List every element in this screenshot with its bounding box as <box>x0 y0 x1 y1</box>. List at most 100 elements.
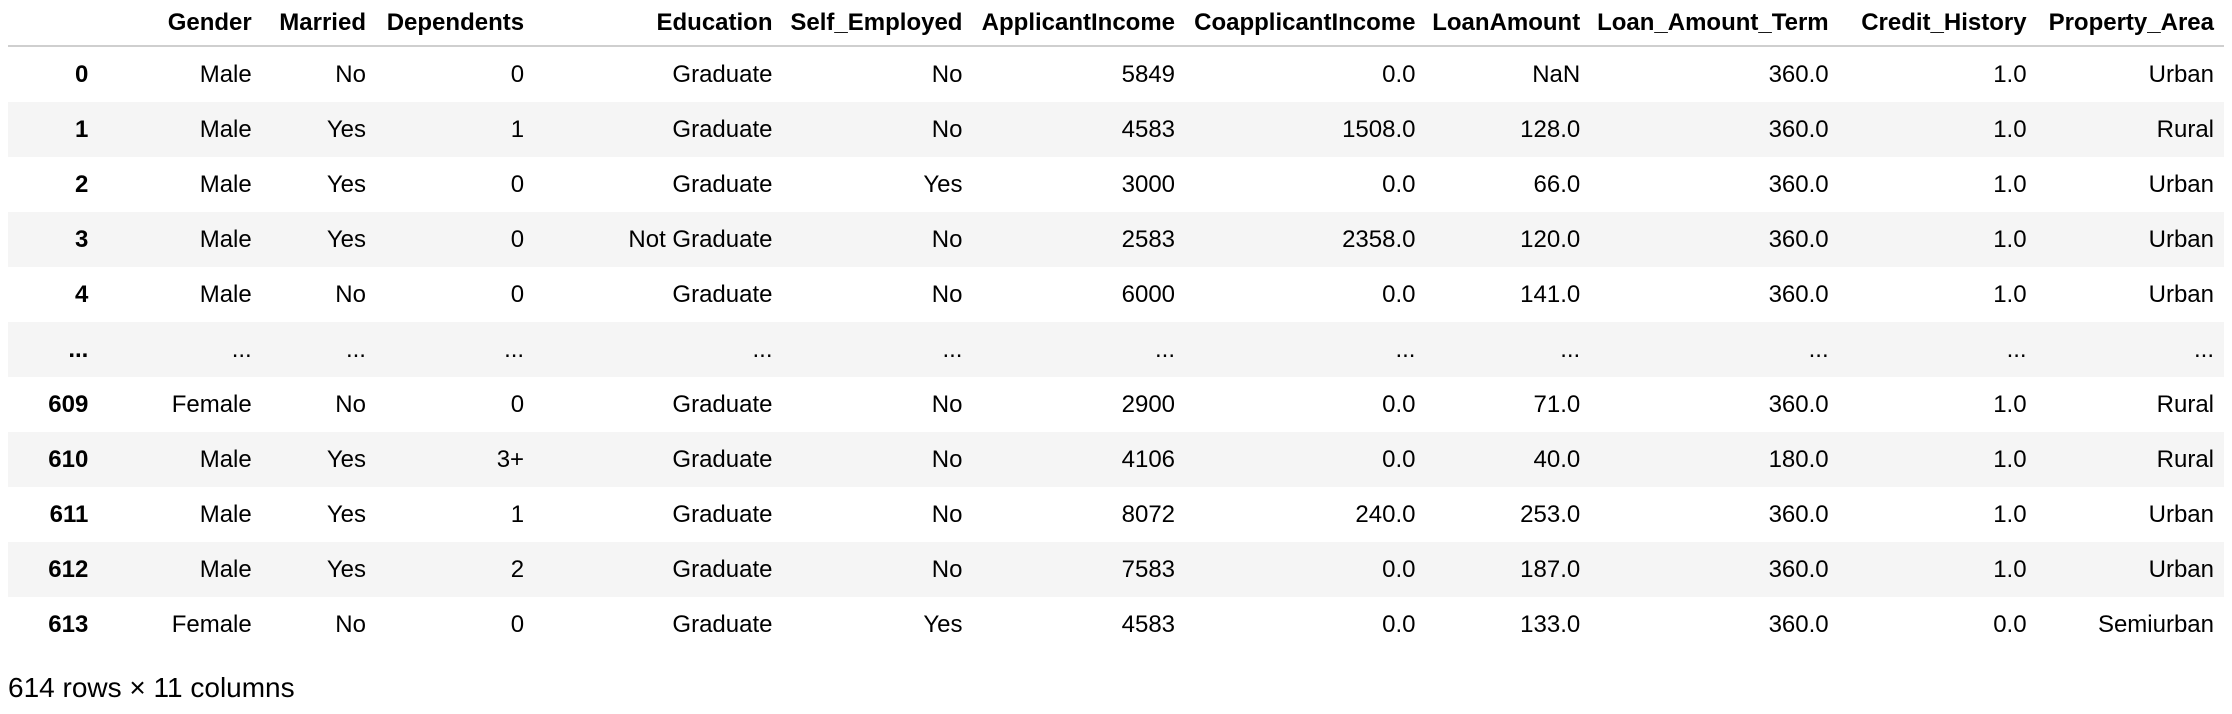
table-cell: No <box>931 225 963 253</box>
table-cell: 71.0 <box>1533 390 1581 418</box>
table-cell: Yes <box>326 500 366 528</box>
table-cell: Yes <box>326 555 366 583</box>
table-row: .................................... <box>8 322 2224 377</box>
column-header-loan-amount-term: Loan_Amount_Term <box>1590 0 1839 47</box>
column-header-gender: Gender <box>98 0 262 47</box>
table-cell: 0 <box>510 225 525 253</box>
table-cell: Male <box>199 170 252 198</box>
table-cell: 0 <box>510 610 525 638</box>
table-cell: Yes <box>326 445 366 473</box>
column-header-property-area: Property_Area <box>2036 0 2224 47</box>
row-index: 1 <box>74 115 89 143</box>
table-cell: ... <box>345 335 366 363</box>
table-cell: No <box>931 555 963 583</box>
table-cell: ... <box>1808 335 1829 363</box>
table-cell: Graduate <box>672 445 773 473</box>
table-cell: 0.0 <box>1382 390 1416 418</box>
table-cell: 1.0 <box>1993 280 2027 308</box>
table-cell: 180.0 <box>1768 445 1829 473</box>
table-cell: 0 <box>510 60 525 88</box>
table-cell: 1508.0 <box>1342 115 1416 143</box>
dataframe-table: Gender Married Dependents Education Self_Emp… <box>8 0 2224 652</box>
table-cell: 0 <box>510 390 525 418</box>
table-row: 3 Male Yes 0 Not Graduate No 2583 2358.0 120.0 36… <box>8 212 2224 267</box>
table-cell: Male <box>199 445 252 473</box>
table-cell: 1.0 <box>1993 555 2027 583</box>
table-cell: 0.0 <box>1382 445 1416 473</box>
table-cell: Semiurban <box>2097 610 2214 638</box>
table-cell: 120.0 <box>1520 225 1581 253</box>
column-header-credit-history: Credit_History <box>1838 0 2037 47</box>
table-cell: Rural <box>2156 445 2214 473</box>
table-cell: No <box>931 500 963 528</box>
table-cell: 141.0 <box>1520 280 1581 308</box>
table-row: 1 Male Yes 1 Graduate No 4583 1508.0 128.0 360.0 1… <box>8 102 2224 157</box>
table-cell: 1.0 <box>1993 225 2027 253</box>
table-cell: 8072 <box>1121 500 1176 528</box>
table-cell: 66.0 <box>1533 170 1581 198</box>
table-cell: No <box>931 115 963 143</box>
table-cell: Graduate <box>672 500 773 528</box>
column-header-dependents: Dependents <box>375 0 535 47</box>
table-cell: 133.0 <box>1520 610 1581 638</box>
row-index: ... <box>68 335 89 363</box>
table-cell: 360.0 <box>1768 280 1829 308</box>
table-cell: ... <box>1560 335 1581 363</box>
table-cell: 4106 <box>1121 445 1176 473</box>
table-cell: 2358.0 <box>1342 225 1416 253</box>
table-cell: 187.0 <box>1520 555 1581 583</box>
table-cell: 6000 <box>1121 280 1176 308</box>
table-cell: Male <box>199 280 252 308</box>
table-cell: Male <box>199 115 252 143</box>
table-cell: 1.0 <box>1993 115 2027 143</box>
table-cell: Rural <box>2156 390 2214 418</box>
table-cell: 4583 <box>1121 115 1176 143</box>
table-cell: Not Graduate <box>628 225 773 253</box>
row-index: 613 <box>48 610 89 638</box>
table-cell: 1 <box>510 115 525 143</box>
table-cell: No <box>931 280 963 308</box>
table-cell: ... <box>231 335 252 363</box>
table-cell: 360.0 <box>1768 60 1829 88</box>
table-cell: 360.0 <box>1768 500 1829 528</box>
table-cell: Urban <box>2148 170 2214 198</box>
column-header-loanamount: LoanAmount <box>1425 0 1591 47</box>
table-cell: 360.0 <box>1768 610 1829 638</box>
table-cell: 128.0 <box>1520 115 1581 143</box>
table-cell: Urban <box>2148 500 2214 528</box>
table-cell: No <box>335 610 366 638</box>
table-cell: 3+ <box>496 445 525 473</box>
table-shape-summary: 614 rows × 11 columns <box>8 672 295 703</box>
table-cell: ... <box>1155 335 1176 363</box>
table-cell: 7583 <box>1121 555 1176 583</box>
column-header-self-employed: Self_Employed <box>782 0 973 47</box>
table-cell: 360.0 <box>1768 170 1829 198</box>
row-index: 611 <box>49 500 89 528</box>
row-index: 610 <box>48 445 89 473</box>
table-cell: Graduate <box>672 170 773 198</box>
table-cell: Graduate <box>672 60 773 88</box>
table-cell: ... <box>1395 335 1416 363</box>
table-cell: 0.0 <box>1382 555 1416 583</box>
table-row: 611 Male Yes 1 Graduate No 8072 240.0 253.0 360.0… <box>8 487 2224 542</box>
table-cell: Yes <box>326 170 366 198</box>
table-cell: Male <box>199 225 252 253</box>
column-header-married: Married <box>261 0 376 47</box>
table-cell: Male <box>199 555 252 583</box>
table-row: 0 Male No 0 Graduate No 5849 0.0 NaN 360.0 1.0 Urba… <box>8 46 2224 102</box>
column-header-applicantincome: ApplicantIncome <box>972 0 1186 47</box>
table-cell: 0.0 <box>1382 610 1416 638</box>
table-cell: Urban <box>2148 60 2214 88</box>
table-cell: 1.0 <box>1993 60 2027 88</box>
table-cell: Urban <box>2148 225 2214 253</box>
table-cell: Graduate <box>672 280 773 308</box>
table-cell: 2 <box>510 555 525 583</box>
row-index: 0 <box>74 60 89 88</box>
table-cell: Graduate <box>672 390 773 418</box>
table-cell: 40.0 <box>1533 445 1581 473</box>
table-cell: 1 <box>510 500 525 528</box>
row-index: 3 <box>74 225 89 253</box>
table-row: 609 Female No 0 Graduate No 2900 0.0 71.0 360.0 1.… <box>8 377 2224 432</box>
table-cell: Male <box>199 500 252 528</box>
